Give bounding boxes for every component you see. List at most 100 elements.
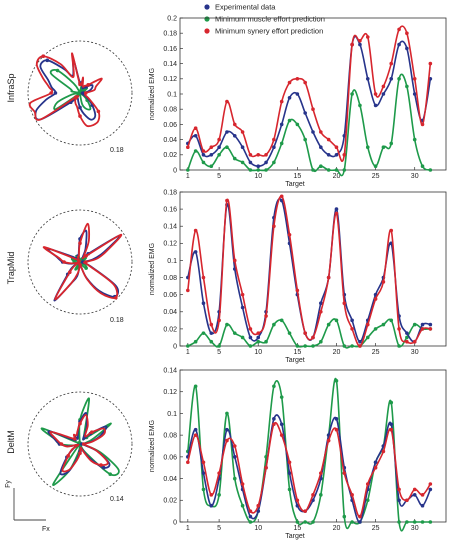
data-point-experimental <box>240 305 245 310</box>
data-point-experimental <box>295 92 300 96</box>
x-axis-label: Target <box>285 357 305 364</box>
data-point-experimental <box>287 471 292 475</box>
data-point-muscle-effort <box>397 344 401 348</box>
polar-point-synergy-effort <box>41 54 46 59</box>
data-point-synergy-effort <box>295 288 300 293</box>
data-point-synergy-effort <box>428 482 433 486</box>
polar-point-synergy-effort <box>113 295 118 300</box>
x-axis-label: Target <box>285 533 305 540</box>
data-point-synergy-effort <box>428 327 433 331</box>
data-point-synergy-effort <box>209 322 214 327</box>
x-axis-label: Target <box>285 181 305 188</box>
legend-item-synergy-effort: Minimum synery effort prediction <box>204 27 323 36</box>
data-point-muscle-effort <box>217 344 221 348</box>
data-point-synergy-effort <box>420 327 425 331</box>
data-point-experimental <box>256 164 261 168</box>
data-point-muscle-effort <box>311 520 315 524</box>
data-point-muscle-effort <box>225 322 229 327</box>
fx-label: Fx <box>42 526 50 533</box>
y-tick-label: 0.16 <box>163 46 177 53</box>
data-point-experimental <box>365 77 370 81</box>
data-point-synergy-effort <box>428 61 433 66</box>
polar-curve-muscle-effort <box>40 397 120 486</box>
data-point-synergy-effort <box>287 80 292 85</box>
y-tick-label: 0.14 <box>163 61 177 68</box>
y-tick-label: 0.08 <box>163 107 177 114</box>
data-point-muscle-effort <box>303 137 307 142</box>
data-point-muscle-effort <box>248 520 253 524</box>
data-point-synergy-effort <box>186 145 190 149</box>
data-point-muscle-effort <box>389 318 394 323</box>
data-point-muscle-effort <box>240 160 245 165</box>
data-point-muscle-effort <box>428 168 433 172</box>
data-point-experimental <box>326 153 331 157</box>
polar-reference-circle <box>27 40 133 146</box>
polar-scale-label-deltm: 0.14 <box>110 496 124 503</box>
data-point-muscle-effort <box>248 344 253 348</box>
data-point-synergy-effort <box>420 493 425 497</box>
data-point-synergy-effort <box>232 444 237 448</box>
data-point-synergy-effort <box>373 92 378 96</box>
data-point-experimental <box>201 153 206 157</box>
y-tick-label: 0.02 <box>163 498 177 505</box>
data-point-experimental <box>373 460 378 465</box>
data-point-experimental <box>373 103 378 108</box>
data-point-muscle-effort <box>201 331 206 335</box>
data-point-synergy-effort <box>303 80 307 85</box>
data-point-experimental <box>232 134 237 138</box>
data-point-synergy-effort <box>342 153 347 157</box>
data-point-muscle-effort <box>240 503 245 508</box>
x-tick-label: 25 <box>372 349 380 356</box>
data-point-synergy-effort <box>232 258 237 263</box>
y-tick-label: 0.06 <box>163 454 177 461</box>
data-point-experimental <box>209 503 214 508</box>
polar-point-muscle-effort <box>108 472 113 477</box>
x-tick-label: 20 <box>333 349 341 356</box>
data-point-muscle-effort <box>319 339 323 344</box>
data-point-synergy-effort <box>264 153 268 157</box>
polar-point-muscle-effort <box>84 266 88 270</box>
data-point-muscle-effort <box>186 344 190 348</box>
polar-point-experimental <box>101 465 106 470</box>
data-point-muscle-effort <box>287 487 292 492</box>
data-point-synergy-effort <box>311 493 315 497</box>
data-point-experimental <box>209 153 214 157</box>
data-point-muscle-effort <box>279 395 284 399</box>
data-point-muscle-effort <box>279 141 284 146</box>
y-tick-label: 0.12 <box>163 76 177 83</box>
data-point-muscle-effort <box>295 122 300 127</box>
polar-point-synergy-effort <box>96 109 101 114</box>
data-point-synergy-effort <box>365 482 370 486</box>
data-point-synergy-effort <box>373 297 378 301</box>
y-tick-label: 0.1 <box>167 91 177 98</box>
data-point-muscle-effort <box>397 520 401 524</box>
data-point-synergy-effort <box>381 449 386 454</box>
plot-frame <box>179 191 447 347</box>
data-point-experimental <box>256 509 261 513</box>
data-point-synergy-effort <box>405 339 409 344</box>
data-point-synergy-effort <box>405 498 409 503</box>
data-point-experimental <box>428 487 433 492</box>
emg-chart-deltm: 00.020.040.060.080.10.120.141 5 10 15 20 25 30… <box>149 367 447 540</box>
polar-plot-deltm <box>27 391 133 497</box>
x-tick-label: 1 <box>186 173 190 180</box>
data-point-experimental <box>334 153 339 157</box>
legend-item-muscle-effort: Minimum muscle effort prediction <box>204 15 325 24</box>
data-point-experimental <box>287 96 292 100</box>
data-point-synergy-effort <box>350 493 354 497</box>
data-point-synergy-effort <box>248 327 253 331</box>
data-point-muscle-effort <box>420 164 425 168</box>
data-point-synergy-effort <box>334 145 339 149</box>
data-point-muscle-effort <box>420 520 425 524</box>
data-point-experimental <box>232 455 237 459</box>
data-point-experimental <box>412 92 417 96</box>
data-point-muscle-effort <box>350 520 354 524</box>
data-point-muscle-effort <box>272 384 276 389</box>
data-point-experimental <box>405 46 409 51</box>
data-point-experimental <box>397 498 401 503</box>
data-point-experimental <box>319 145 323 149</box>
data-point-muscle-effort <box>389 400 394 405</box>
data-point-synergy-effort <box>279 433 284 437</box>
data-point-synergy-effort <box>201 275 206 280</box>
